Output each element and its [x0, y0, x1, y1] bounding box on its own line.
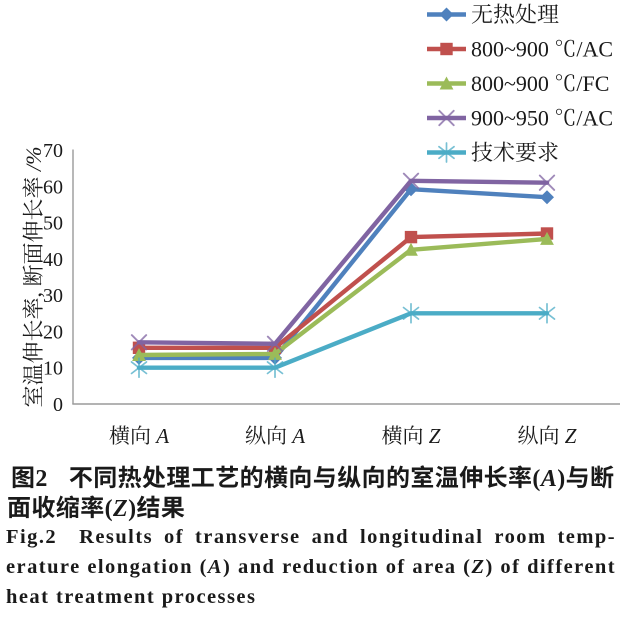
svg-text:40: 40	[43, 249, 63, 271]
svg-text:50: 50	[43, 213, 63, 235]
svg-text:60: 60	[43, 176, 63, 198]
svg-text:纵向 A: 纵向 A	[245, 424, 305, 448]
svg-text:20: 20	[43, 321, 63, 343]
svg-text:70: 70	[43, 140, 63, 162]
svg-text:横向 Z: 横向 Z	[382, 424, 441, 448]
svg-text:10: 10	[43, 358, 63, 380]
svg-text:无热处理: 无热处理	[471, 2, 559, 27]
svg-text:30: 30	[43, 285, 63, 307]
svg-text:0: 0	[53, 394, 63, 416]
svg-text:800~900 ℃/FC: 800~900 ℃/FC	[471, 71, 609, 96]
svg-text:技术要求: 技术要求	[471, 140, 559, 165]
svg-text:900~950 ℃/AC: 900~950 ℃/AC	[471, 106, 613, 131]
svg-text:800~900 ℃/AC: 800~900 ℃/AC	[471, 37, 613, 62]
svg-text:纵向 Z: 纵向 Z	[518, 424, 577, 448]
svg-text:横向 A: 横向 A	[109, 424, 169, 448]
svg-text:室温伸长率, 断面伸长率 /%: 室温伸长率, 断面伸长率 /%	[21, 147, 46, 408]
